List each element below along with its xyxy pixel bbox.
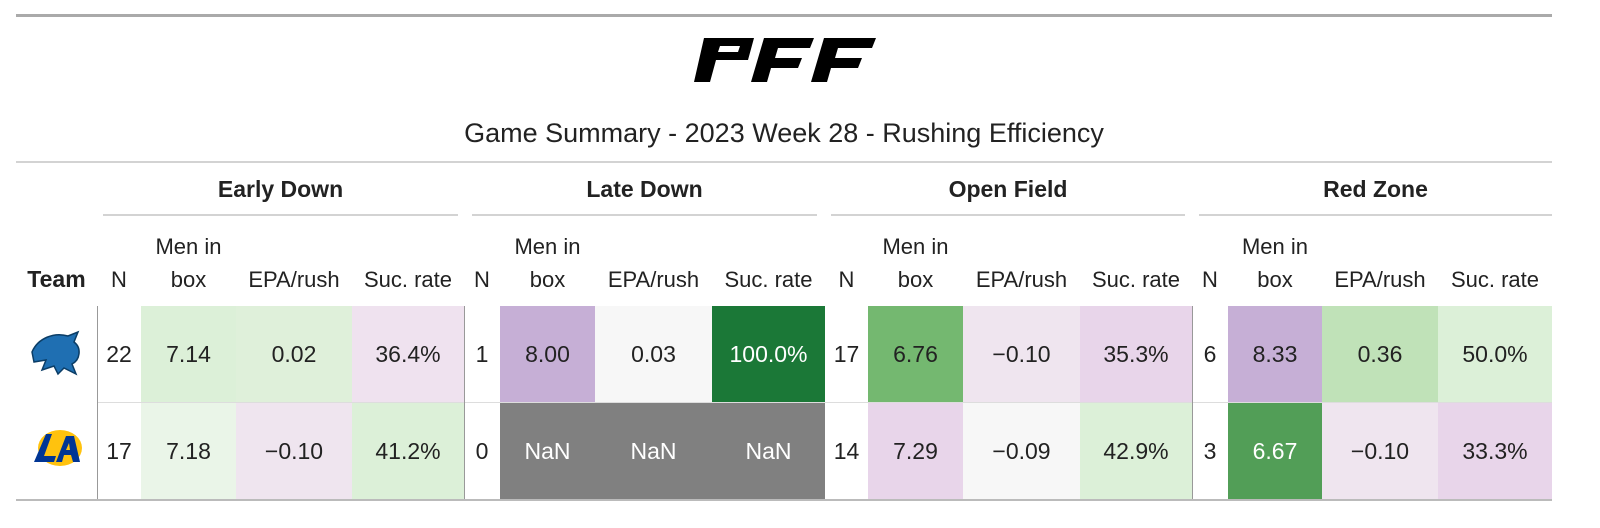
group-underline [472,214,817,216]
column-separator [97,306,98,499]
group-header: Open Field [948,176,1068,202]
table-cell: 42.9% [1080,403,1192,499]
table-cell: 100.0% [712,306,825,402]
table-cell: 7.18 [141,403,236,499]
column-separator [1192,306,1193,499]
group-header: Late Down [586,176,703,202]
table-cell: 33.3% [1438,403,1552,499]
group-header: Red Zone [1323,176,1428,202]
table-cell: −0.10 [236,403,352,499]
column-header: N [474,267,490,292]
table-cell: 14 [825,403,868,499]
bottom-rule [16,499,1552,501]
column-header: Men in box [514,234,581,292]
table-cell: 6 [1192,306,1228,402]
table-cell: 1 [464,306,500,402]
column-header: N [111,267,127,292]
column-header: Men in box [1241,234,1309,292]
group-underline [103,214,458,216]
table-cell: 17 [825,306,868,402]
table-cell: 8.00 [500,306,595,402]
column-header: Suc. rate [1091,267,1181,292]
rams-logo [34,430,82,466]
column-header: EPA/rush [1334,267,1426,292]
table-cell: 22 [97,306,141,402]
group-underline [831,214,1185,216]
table-cell: 0 [464,403,500,499]
table-cell: −0.10 [1322,403,1438,499]
header-rule [16,161,1552,163]
table-cell: 0.02 [236,306,352,402]
table-cell: −0.10 [963,306,1080,402]
table-cell: −0.09 [963,403,1080,499]
table-cell: NaN [595,403,712,499]
table-cell: 36.4% [352,306,464,402]
table-cell: 17 [97,403,141,499]
top-rule [16,14,1552,17]
table-cell: 0.03 [595,306,712,402]
column-separator [464,306,465,499]
column-header: Men in box [882,234,949,292]
group-underline [1199,214,1552,216]
table-cell: 6.76 [868,306,963,402]
column-header: Suc. rate [724,267,813,292]
column-header: EPA/rush [607,267,700,292]
column-header: Men in box [155,234,222,292]
row-divider [97,402,1552,403]
column-header: N [1202,267,1218,292]
column-header: Suc. rate [1450,267,1540,292]
column-header: EPA/rush [248,267,340,292]
table-cell: NaN [712,403,825,499]
table-cell: 50.0% [1438,306,1552,402]
column-header: EPA/rush [975,267,1068,292]
column-header: Suc. rate [363,267,453,292]
table-cell: 41.2% [352,403,464,499]
table-cell: 0.36 [1322,306,1438,402]
table-cell: 3 [1192,403,1228,499]
pff-logo [694,38,876,82]
table-cell: 6.67 [1228,403,1322,499]
column-header: N [838,267,855,292]
table-cell: 7.29 [868,403,963,499]
group-header: Early Down [217,176,344,202]
table-title: Game Summary - 2023 Week 28 - Rushing Ef… [464,118,1104,148]
table-cell: NaN [500,403,595,499]
team-header: Team [27,266,86,292]
table-cell: 35.3% [1080,306,1192,402]
table-cell: 8.33 [1228,306,1322,402]
table-cell: 7.14 [141,306,236,402]
lions-logo [31,330,80,376]
